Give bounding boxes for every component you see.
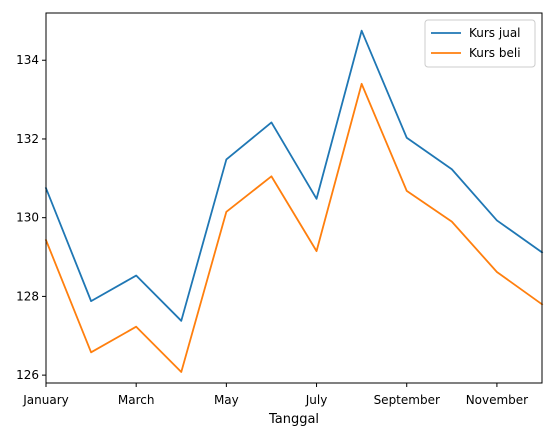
y-tick-label: 132 xyxy=(16,132,39,146)
legend-label-kurs-beli: Kurs beli xyxy=(469,46,521,60)
y-tick-label: 126 xyxy=(16,368,39,382)
x-tick-label: March xyxy=(118,393,155,407)
x-axis-ticks: January March May July September November xyxy=(22,383,528,407)
y-tick-label: 130 xyxy=(16,211,39,225)
y-axis-ticks: 126 128 130 132 134 xyxy=(16,53,46,382)
series-line-kurs-beli xyxy=(44,82,544,373)
x-axis-title: Tanggal xyxy=(268,412,319,427)
x-tick-label: January xyxy=(22,393,69,407)
x-tick-label: September xyxy=(374,393,440,407)
y-tick-label: 134 xyxy=(16,53,39,67)
series-line-kurs-jual xyxy=(44,29,544,322)
legend-label-kurs-jual: Kurs jual xyxy=(469,26,521,40)
plot-background xyxy=(46,13,542,383)
plot-frame xyxy=(45,12,543,384)
legend-box xyxy=(424,19,536,68)
x-tick-label: July xyxy=(305,393,328,407)
x-tick-label: May xyxy=(214,393,239,407)
legend: Kurs jual Kurs beli xyxy=(424,19,536,68)
x-tick-label: November xyxy=(466,393,528,407)
series-layer xyxy=(44,29,544,373)
y-tick-label: 128 xyxy=(16,289,39,303)
